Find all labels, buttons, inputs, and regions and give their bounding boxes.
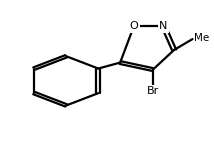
Text: Br: Br (147, 86, 159, 96)
Text: O: O (129, 21, 138, 31)
Text: Me: Me (194, 33, 210, 43)
Text: N: N (159, 21, 168, 31)
